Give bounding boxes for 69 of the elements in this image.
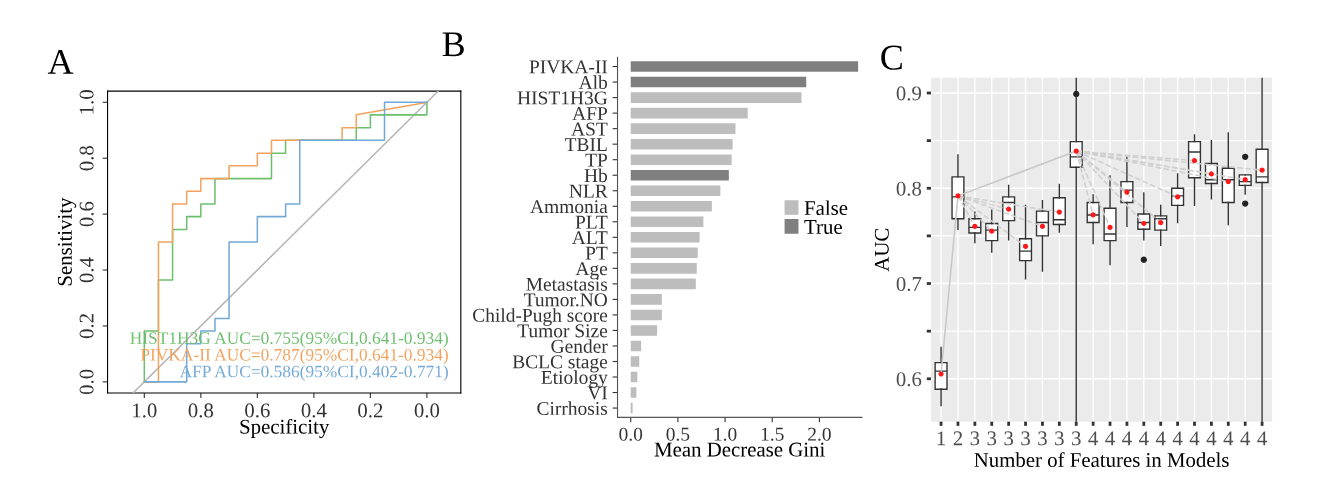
y-tick-label: Tumor Size: [517, 324, 608, 338]
x-tick-label: 4: [1257, 431, 1267, 446]
x-tick-label: 3: [970, 431, 980, 446]
y-tick-label: Cirrhosis: [537, 401, 608, 415]
y-axis-title: Sensitivity: [57, 197, 77, 286]
y-tick-label: 0.4: [79, 257, 94, 283]
y-tick-label: 0.0: [79, 369, 94, 395]
x-tick-label: 0.5: [666, 427, 690, 441]
y-tick-label: 0.9: [896, 86, 922, 101]
x-tick-label: 3: [987, 431, 997, 446]
x-tick-label: 2: [953, 431, 963, 446]
x-axis-title: Mean Decrease Gini: [654, 442, 825, 457]
x-tick-label: 3: [1021, 431, 1030, 446]
chart-title: A: [47, 49, 74, 74]
x-tick-label: 4: [1223, 431, 1234, 446]
y-tick-label: 0.6: [896, 372, 922, 387]
x-tick-label: 0.8: [188, 403, 214, 418]
x-tick-label: 3: [1038, 431, 1047, 446]
x-tick-label: 1.0: [714, 427, 737, 441]
y-tick-label: VI: [587, 386, 608, 400]
x-tick-label: 4: [1155, 431, 1166, 446]
y-tick-label: Alb: [578, 75, 608, 90]
x-tick-label: 4: [1122, 431, 1132, 446]
x-tick-label: 4: [1172, 431, 1183, 446]
x-tick-label: 4: [1088, 431, 1099, 446]
y-tick-label: PIVKA-II: [529, 60, 608, 74]
y-tick-label: TP: [585, 153, 608, 167]
y-tick-label: 0.2: [79, 314, 94, 339]
y-tick-label: 0.7: [896, 276, 922, 292]
y-tick-label: Gender: [551, 339, 608, 353]
y-tick-label: ALT: [571, 231, 608, 245]
y-tick-label: 0.8: [79, 145, 94, 171]
y-tick-label: PLT: [575, 215, 608, 229]
x-tick-label: 4: [1240, 431, 1251, 446]
x-tick-label: 1: [937, 431, 946, 446]
x-tick-label: 1.5: [761, 427, 784, 441]
x-tick-label: 4: [1105, 431, 1115, 446]
x-tick-label: 2.0: [808, 427, 831, 441]
y-tick-label: Ammonia: [530, 200, 608, 214]
x-axis-title: Number of Features in Models: [974, 452, 1229, 468]
x-tick-label: 3: [1004, 431, 1014, 446]
x-tick-label: 3: [1055, 431, 1064, 446]
y-axis-title: AUC: [874, 228, 889, 272]
x-tick-label: 4: [1139, 431, 1149, 446]
y-tick-label: NLR: [569, 184, 608, 198]
y-tick-label: 0.6: [79, 201, 94, 227]
y-tick-label: PT: [585, 246, 608, 260]
y-tick-label: Hb: [584, 168, 608, 183]
y-tick-label: 1.0: [79, 90, 94, 114]
legend-label: False: [804, 200, 848, 216]
x-tick-label: 0.0: [414, 403, 440, 418]
y-tick-label: 0.8: [896, 181, 922, 196]
x-tick-label: 4: [1206, 431, 1217, 446]
x-tick-label: 4: [1189, 431, 1200, 446]
y-tick-label: TBIL: [564, 138, 607, 151]
y-tick-label: AST: [571, 122, 608, 136]
y-tick-label: Tumor.NO: [524, 293, 607, 307]
chart-title: C: [881, 45, 902, 70]
x-tick-label: 0.2: [358, 403, 383, 418]
x-axis-title: Specificity: [240, 418, 330, 439]
x-tick-label: 3: [1072, 431, 1081, 446]
y-tick-label: AFP: [572, 107, 608, 120]
x-tick-label: 1.0: [133, 403, 157, 418]
x-tick-label: 0.6: [245, 403, 270, 418]
chart-title: B: [442, 32, 464, 57]
legend-label: True: [804, 220, 842, 234]
y-tick-label: HIST1H3G: [517, 91, 608, 105]
x-tick-label: 0.0: [619, 427, 643, 441]
x-tick-label: 0.4: [301, 403, 327, 418]
